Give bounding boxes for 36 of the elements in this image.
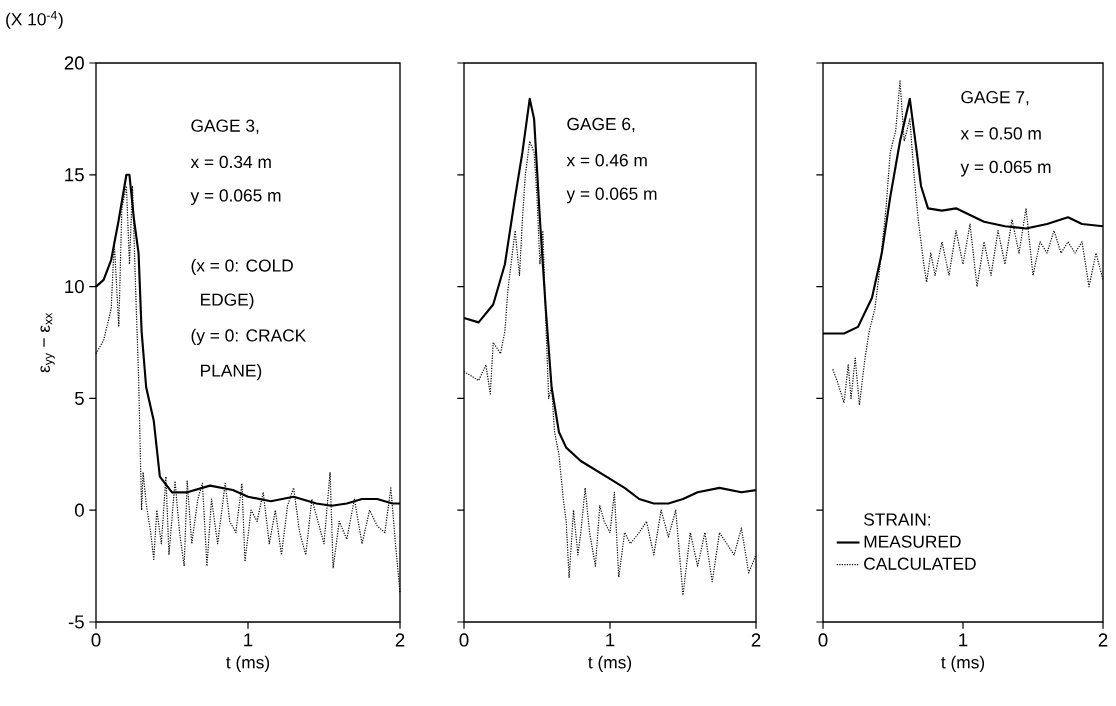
x-axis-title: t (ms) <box>226 655 270 672</box>
legend-label: MEASURED <box>864 535 961 548</box>
annotation: y = 0.065 m <box>190 189 281 206</box>
annotation: GAGE 3, <box>191 119 259 134</box>
text: (X 10$^{-4}$) <box>6 11 63 29</box>
x-tick-label: 0 <box>459 633 469 647</box>
annotation: GAGE 7, <box>961 91 1029 106</box>
annotation: (y = 0: CRACK <box>191 328 307 345</box>
annotation: y = 0.065 m <box>960 160 1051 177</box>
x-tick-label: 1 <box>959 633 968 647</box>
legend-label: CALCULATED <box>864 557 976 570</box>
x-axis-title: t (ms) <box>588 655 632 672</box>
x-tick-label: 2 <box>751 633 761 647</box>
x-tick-label: 2 <box>1098 633 1108 647</box>
y-tick-label: 5 <box>74 391 84 405</box>
x-tick-label: 1 <box>606 633 615 647</box>
annotation: x = 0.46 m <box>566 154 647 167</box>
y-tick-label: -5 <box>68 615 84 629</box>
y-tick-label: 20 <box>64 56 84 70</box>
annotation: x = 0.34 m <box>190 155 271 169</box>
annotation: y = 0.065 m <box>566 187 657 204</box>
annotation: GAGE 6, <box>567 117 635 133</box>
annotation: x = 0.50 m <box>960 127 1041 140</box>
y-axis-title: ε$_{yy}$ − ε$_{xx}$ <box>40 312 55 373</box>
y-tick-label: 0 <box>74 503 84 517</box>
annotation: PLANE) <box>201 364 262 381</box>
annotation: (x = 0: COLD <box>191 258 293 276</box>
y-tick-label: 15 <box>65 168 84 182</box>
x-tick-label: 1 <box>244 633 253 647</box>
y-tick-label: 10 <box>65 279 84 294</box>
annotation: EDGE) <box>201 293 254 310</box>
x-tick-label: 0 <box>818 633 828 647</box>
x-tick-label: 0 <box>91 633 101 647</box>
x-tick-label: 2 <box>395 633 405 647</box>
legend-title: STRAIN: <box>864 513 931 526</box>
x-axis-title: t (ms) <box>941 655 985 672</box>
